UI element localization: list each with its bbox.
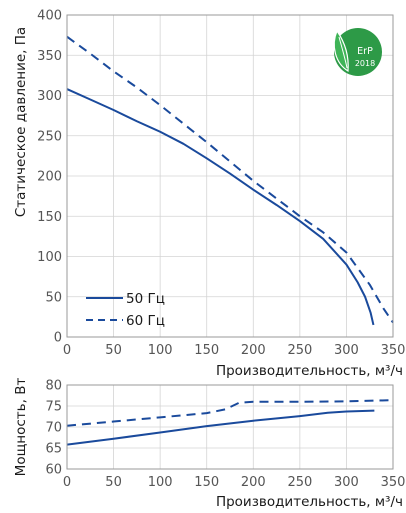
power-x-ticks: 0 50 100 150 200 250 300 350 [63, 475, 406, 490]
pressure-series [66, 35, 394, 326]
power-series-60hz-line [66, 399, 394, 427]
power-series-50hz-line [66, 409, 375, 446]
power-y-tick-label: 65 [45, 442, 62, 457]
pressure-x-tick-label: 100 [148, 343, 173, 358]
pressure-x-ticks: 0 50 100 150 200 250 300 350 [63, 343, 406, 358]
legend: 50 Гц 60 Гц [86, 291, 165, 329]
leaf-icon [333, 29, 349, 73]
pressure-y-tick-label: 0 [54, 331, 62, 346]
power-x-tick-label: 50 [105, 475, 122, 490]
power-x-tick-label: 150 [194, 475, 219, 490]
pressure-plot-frame [66, 14, 394, 338]
pressure-series-60hz-line [66, 35, 394, 324]
pressure-y-tick-label: 300 [37, 89, 62, 104]
power-x-tick-label: 350 [381, 475, 406, 490]
pressure-x-tick-label: 300 [334, 343, 359, 358]
power-y-tick-label: 60 [45, 463, 62, 478]
power-x-tick-label: 0 [63, 475, 71, 490]
legend-label-50hz: 50 Гц [126, 291, 165, 307]
pressure-y-tick-label: 100 [37, 250, 62, 265]
pressure-y-tick-label: 350 [37, 49, 62, 64]
power-x-axis-label: Производительность, м³/ч [216, 494, 403, 510]
pressure-x-tick-label: 50 [105, 343, 122, 358]
pressure-x-tick-label: 150 [194, 343, 219, 358]
pressure-y-tick-label: 250 [37, 129, 62, 144]
power-plot-frame [66, 384, 394, 470]
power-y-ticks: 60 65 70 75 80 [45, 379, 62, 478]
pressure-x-tick-label: 0 [63, 343, 71, 358]
erp-badge: ErP 2018 [333, 28, 382, 76]
power-x-tick-label: 300 [334, 475, 359, 490]
pressure-x-tick-label: 250 [287, 343, 312, 358]
pressure-series-50hz-line [66, 88, 375, 326]
pressure-y-tick-label: 200 [37, 170, 62, 185]
power-x-tick-label: 100 [148, 475, 173, 490]
pressure-y-ticks: 0 50 100 150 200 250 300 350 400 [37, 9, 62, 346]
power-chart: 0 50 100 150 200 250 300 350 60 65 70 75 80 Произво… [13, 378, 405, 510]
power-y-tick-label: 75 [45, 400, 62, 415]
pressure-chart: 0 50 100 150 200 250 300 350 0 50 100 150 200 250 300… [13, 9, 405, 380]
pressure-x-axis-label: Производительность, м³/ч [216, 363, 403, 379]
pressure-y-tick-label: 50 [45, 290, 62, 305]
power-x-tick-label: 250 [287, 475, 312, 490]
leaf-icon-vein [338, 36, 348, 69]
power-y-tick-label: 80 [45, 379, 62, 394]
pressure-x-tick-label: 200 [241, 343, 266, 358]
power-grid [66, 384, 394, 470]
legend-label-60hz: 60 Гц [126, 313, 165, 329]
erp-badge-text: ErP [357, 46, 373, 57]
pressure-x-tick-label: 350 [381, 343, 406, 358]
pressure-y-tick-label: 400 [37, 9, 62, 24]
pressure-y-axis-label: Статическое давление, Па [13, 27, 29, 217]
power-series [66, 399, 394, 446]
pressure-y-tick-label: 150 [37, 210, 62, 225]
erp-badge-year: 2018 [355, 59, 375, 68]
power-y-tick-label: 70 [45, 421, 62, 436]
power-y-axis-label: Мощность, Вт [13, 378, 29, 477]
power-x-tick-label: 200 [241, 475, 266, 490]
